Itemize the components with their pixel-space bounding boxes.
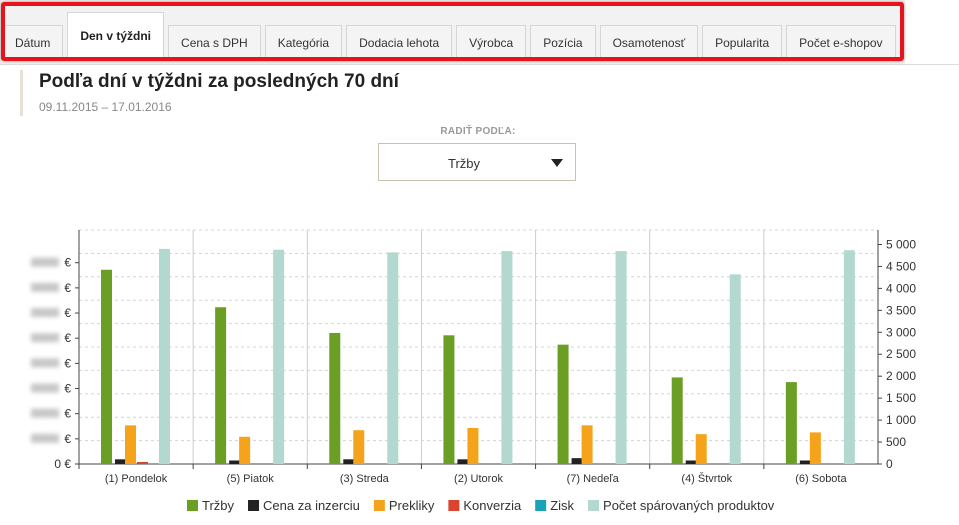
bar-cena-za-inzerciu: [229, 460, 241, 464]
right-tick-label: 3 000: [886, 325, 916, 339]
left-tick-label: €: [64, 331, 71, 345]
bar-cena-za-inzerciu: [115, 459, 126, 464]
left-tick-blurred-value: [31, 383, 59, 393]
left-tick-label: €: [64, 407, 71, 421]
right-tick-label: 4 000: [886, 281, 916, 295]
tab-8[interactable]: Popularita: [702, 25, 783, 60]
tab-3[interactable]: Kategória: [264, 25, 343, 60]
left-tick-blurred-value: [31, 333, 59, 343]
bar-cena-za-inzerciu: [685, 460, 697, 464]
right-tick-label: 4 500: [886, 259, 916, 273]
tab-7[interactable]: Osamotenosť: [599, 25, 699, 60]
right-tick-label: 0: [886, 457, 893, 471]
bar-cena-za-inzerciu: [457, 459, 469, 464]
legend-swatch: [535, 500, 547, 511]
bar-počet-spárovaných-produktov: [159, 248, 170, 464]
legend-label: Konverzia: [463, 498, 522, 513]
right-tick-label: 2 000: [886, 369, 916, 383]
bar-tržby: [215, 307, 227, 464]
bar-tržby: [785, 382, 797, 464]
sort-select[interactable]: Tržby: [378, 143, 576, 181]
bar-prekliky: [695, 434, 707, 464]
bar-počet-spárovaných-produktov: [843, 250, 855, 464]
left-tick-blurred-value: [31, 308, 59, 318]
x-tick-label: (1) Pondelok: [105, 473, 168, 485]
tab-1[interactable]: Den v týždni: [67, 12, 165, 60]
legend-label: Cena za inzerciu: [263, 498, 360, 513]
sort-value: Tržby: [447, 156, 481, 171]
x-tick-label: (6) Sobota: [795, 473, 847, 485]
tab-list: Dátum Den v týždni Cena s DPH Kategória Doda…: [2, 12, 900, 60]
legend-label: Prekliky: [389, 498, 435, 513]
bar-cena-za-inzerciu: [343, 459, 355, 464]
legend-label: Počet spárovaných produktov: [603, 498, 775, 513]
bar-počet-spárovaných-produktov: [729, 274, 741, 464]
bar-počet-spárovaných-produktov: [273, 249, 285, 464]
bar-tržby: [671, 377, 683, 464]
left-tick-label: €: [64, 256, 71, 270]
left-tick-blurred-value: [31, 358, 59, 368]
tab-2[interactable]: Cena s DPH: [168, 25, 261, 60]
bar-počet-spárovaných-produktov: [615, 251, 627, 464]
left-tick-blurred-value: [31, 257, 59, 267]
tab-4[interactable]: Dodacia lehota: [346, 25, 453, 60]
bar-tržby: [101, 269, 112, 464]
left-tick-blurred-value: [31, 433, 59, 443]
right-tick-label: 1 500: [886, 391, 916, 405]
bar-prekliky: [809, 432, 821, 464]
left-tick-label: €: [64, 432, 71, 446]
bar-cena-za-inzerciu: [571, 458, 583, 464]
bar-počet-spárovaných-produktov: [387, 252, 399, 464]
left-tick-blurred-value: [31, 408, 59, 418]
bar-tržby: [557, 344, 569, 464]
right-tick-label: 2 500: [886, 347, 916, 361]
sort-label: RADIŤ PODĽA:: [440, 126, 516, 137]
left-tick-label: €: [64, 382, 71, 396]
left-tick-label: 0 €: [54, 457, 71, 471]
x-tick-label: (5) Piatok: [227, 473, 275, 485]
title-block: Podľa dní v týždni za posledných 70 dní …: [20, 70, 399, 116]
tab-5[interactable]: Výrobca: [456, 25, 527, 60]
legend-swatch: [187, 500, 198, 511]
tab-9[interactable]: Počet e-shopov: [786, 25, 896, 60]
bar-počet-spárovaných-produktov: [501, 251, 513, 464]
chevron-down-icon: [551, 159, 563, 167]
bar-prekliky: [239, 436, 251, 464]
bar-cena-za-inzerciu: [799, 460, 811, 464]
bar-prekliky: [581, 425, 593, 464]
x-tick-label: (4) Štvrtok: [681, 472, 732, 485]
right-tick-label: 3 500: [886, 303, 916, 317]
tab-6[interactable]: Pozícia: [530, 25, 596, 60]
x-tick-label: (7) Nedeľa: [567, 473, 620, 485]
page-title: Podľa dní v týždni za posledných 70 dní: [39, 71, 399, 92]
legend-label: Zisk: [550, 498, 574, 513]
date-range: 09.11.2015 – 17.01.2016: [39, 100, 172, 114]
x-tick-label: (3) Streda: [340, 473, 390, 485]
legend-swatch: [373, 500, 385, 511]
legend-swatch: [588, 500, 600, 511]
right-tick-label: 5 000: [886, 237, 916, 251]
right-tick-label: 500: [886, 435, 906, 449]
bar-prekliky: [467, 428, 479, 464]
legend-label: Tržby: [202, 498, 235, 513]
tab-bar: Dátum Den v týždni Cena s DPH Kategória Doda…: [0, 0, 959, 65]
left-tick-label: €: [64, 306, 71, 320]
tab-0[interactable]: Dátum: [2, 25, 64, 60]
left-tick-blurred-value: [31, 282, 59, 292]
x-tick-label: (2) Utorok: [454, 473, 503, 485]
right-tick-label: 1 000: [886, 413, 916, 427]
tab-strip: Dátum Den v týždni Cena s DPH Kategória Doda…: [0, 0, 905, 64]
bar-prekliky: [125, 425, 136, 464]
legend-swatch: [448, 500, 460, 511]
bar-prekliky: [353, 430, 365, 464]
bar-tržby: [329, 332, 341, 464]
bar-tržby: [443, 335, 455, 464]
legend-swatch: [248, 500, 260, 511]
bar-konverzia: [137, 462, 148, 464]
left-tick-label: €: [64, 356, 71, 370]
left-tick-label: €: [64, 281, 71, 295]
weekday-chart: 0 € € € € € € € € €0 500 1 000 1 500 2 000 2 500 3 000…: [31, 229, 916, 513]
